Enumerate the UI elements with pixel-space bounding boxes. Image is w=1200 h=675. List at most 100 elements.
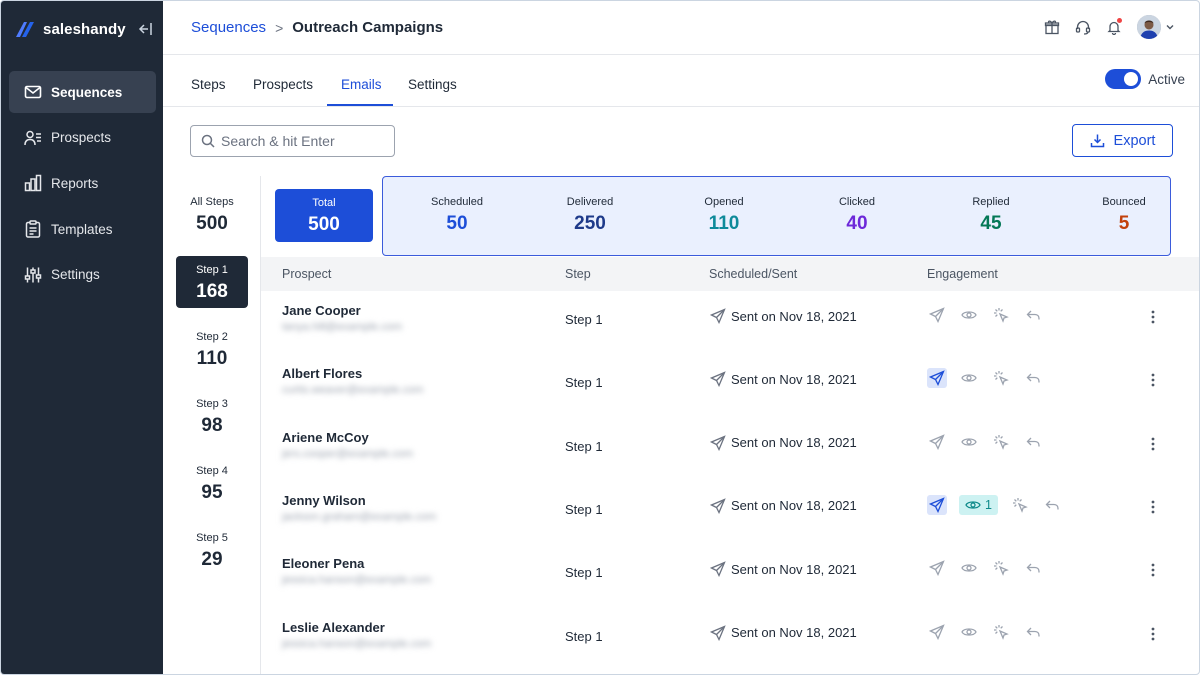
prospect-name[interactable]: Leslie Alexander bbox=[282, 619, 385, 635]
reply-icon[interactable] bbox=[1042, 495, 1062, 515]
collapse-sidebar-icon[interactable] bbox=[135, 21, 153, 37]
tab-settings[interactable]: Settings bbox=[408, 77, 457, 92]
prospect-name[interactable]: Albert Flores bbox=[282, 366, 363, 382]
click-icon[interactable] bbox=[1010, 495, 1030, 515]
delivered-icon[interactable] bbox=[927, 558, 947, 578]
delivered-icon[interactable] bbox=[927, 305, 947, 325]
tab-steps[interactable]: Steps bbox=[191, 77, 226, 92]
stat-bounced[interactable]: Bounced 5 bbox=[1079, 196, 1169, 235]
active-toggle[interactable] bbox=[1105, 69, 1142, 89]
delivered-icon[interactable] bbox=[927, 494, 947, 515]
delivered-icon[interactable] bbox=[927, 622, 947, 642]
click-icon[interactable] bbox=[991, 432, 1011, 452]
tab-emails[interactable]: Emails bbox=[341, 77, 382, 92]
sidebar: saleshandy Sequences Prospects bbox=[1, 1, 163, 674]
opened-count-badge[interactable]: 1 bbox=[959, 494, 998, 515]
sidebar-item-settings[interactable]: Settings bbox=[9, 254, 156, 296]
delivered-icon[interactable] bbox=[927, 368, 947, 389]
step-count: 500 bbox=[196, 213, 228, 234]
row-menu-icon[interactable] bbox=[1145, 371, 1161, 389]
prospect-name[interactable]: Jane Cooper bbox=[282, 303, 361, 318]
stat-scheduled[interactable]: Scheduled 50 bbox=[412, 196, 502, 235]
row-menu-icon[interactable] bbox=[1145, 308, 1161, 326]
reply-icon[interactable] bbox=[1023, 432, 1043, 452]
prospect-email: jessica.hanson@example.com bbox=[282, 574, 432, 587]
click-icon[interactable] bbox=[991, 305, 1011, 325]
stat-clicked[interactable]: Clicked 40 bbox=[812, 196, 902, 235]
step-filter-2[interactable]: Step 2 110 bbox=[176, 323, 248, 375]
sidebar-item-sequences[interactable]: Sequences bbox=[9, 71, 156, 113]
step-filter-5[interactable]: Step 5 29 bbox=[176, 524, 248, 576]
sidebar-item-label: Templates bbox=[51, 221, 113, 237]
table-row[interactable]: Jenny Wilson jackson.graham@example.com … bbox=[261, 478, 1199, 541]
reply-icon[interactable] bbox=[1023, 622, 1043, 642]
table-row[interactable]: Leslie Alexander jessica.hanson@example.… bbox=[261, 605, 1199, 668]
download-icon bbox=[1090, 134, 1104, 148]
row-menu-icon[interactable] bbox=[1145, 561, 1161, 579]
click-icon[interactable] bbox=[991, 368, 1011, 388]
eye-icon[interactable] bbox=[959, 558, 979, 578]
stat-opened[interactable]: Opened 110 bbox=[679, 196, 769, 235]
step-count: 168 bbox=[196, 281, 228, 302]
total-stat-card[interactable]: Total 500 bbox=[275, 189, 373, 242]
stat-value: 110 bbox=[708, 213, 740, 234]
users-icon bbox=[23, 128, 43, 148]
eye-icon[interactable] bbox=[959, 368, 979, 388]
page-title: Outreach Campaigns bbox=[292, 19, 444, 36]
reply-icon[interactable] bbox=[1023, 368, 1043, 388]
breadcrumb-sequences-link[interactable]: Sequences bbox=[191, 19, 267, 36]
stat-replied[interactable]: Replied 45 bbox=[946, 196, 1036, 235]
sidebar-item-reports[interactable]: Reports bbox=[9, 162, 156, 204]
step-filter-all[interactable]: All Steps 500 bbox=[176, 188, 248, 240]
stat-value: 250 bbox=[574, 213, 606, 234]
stat-delivered[interactable]: Delivered 250 bbox=[545, 196, 635, 235]
table-row[interactable]: Albert Flores curtis.weaver@example.com … bbox=[261, 351, 1199, 414]
reply-icon[interactable] bbox=[1023, 558, 1043, 578]
eye-icon[interactable] bbox=[959, 432, 979, 452]
tab-prospects[interactable]: Prospects bbox=[253, 77, 314, 92]
eye-icon[interactable] bbox=[959, 622, 979, 642]
delivered-icon[interactable] bbox=[927, 432, 947, 452]
engagement-icons bbox=[927, 305, 1055, 325]
row-menu-icon[interactable] bbox=[1145, 498, 1161, 516]
headset-icon[interactable] bbox=[1074, 18, 1092, 36]
reply-icon[interactable] bbox=[1023, 305, 1043, 325]
stats-panel: Scheduled 50 Delivered 250 Opened 110 Cl… bbox=[382, 176, 1171, 256]
step-filter-1[interactable]: Step 1 168 bbox=[176, 256, 248, 308]
prospect-email: jessica.hanson@example.com bbox=[282, 637, 432, 650]
step-filter-4[interactable]: Step 4 95 bbox=[176, 457, 248, 509]
search-input[interactable] bbox=[221, 133, 391, 149]
table-row[interactable]: Jane Cooper tanya.hill@example.com Step … bbox=[261, 288, 1199, 351]
engagement-icons bbox=[927, 558, 1055, 578]
prospect-name[interactable]: Jenny Wilson bbox=[282, 492, 366, 508]
step-filter-3[interactable]: Step 3 98 bbox=[176, 390, 248, 442]
sent-status: Sent on Nov 18, 2021 bbox=[710, 498, 857, 514]
gift-icon[interactable] bbox=[1043, 18, 1061, 36]
paper-plane-icon bbox=[710, 561, 726, 578]
avatar[interactable] bbox=[1137, 15, 1161, 39]
step-label: Step 5 bbox=[196, 532, 228, 544]
brand[interactable]: saleshandy bbox=[15, 19, 126, 39]
eye-icon[interactable] bbox=[959, 305, 979, 325]
table-row[interactable]: Ariene McCoy jers.cooper@example.com Ste… bbox=[261, 415, 1199, 478]
click-icon[interactable] bbox=[991, 558, 1011, 578]
sidebar-item-label: Reports bbox=[51, 175, 99, 191]
row-menu-icon[interactable] bbox=[1145, 625, 1161, 643]
status-toggle-group: Active bbox=[1105, 69, 1185, 89]
sent-date: Sent on Nov 18, 2021 bbox=[731, 435, 857, 451]
sidebar-item-templates[interactable]: Templates bbox=[9, 208, 156, 250]
row-step: Step 1 bbox=[565, 501, 603, 517]
click-icon[interactable] bbox=[991, 622, 1011, 642]
step-label: All Steps bbox=[190, 196, 234, 208]
table-row[interactable]: Eleoner Pena jessica.hanson@example.com … bbox=[261, 541, 1199, 604]
prospect-name[interactable]: Ariene McCoy bbox=[282, 429, 369, 445]
export-button[interactable]: Export bbox=[1072, 124, 1173, 157]
notification-bell-icon[interactable] bbox=[1105, 18, 1123, 36]
sent-status: Sent on Nov 18, 2021 bbox=[710, 371, 857, 388]
chevron-down-icon[interactable] bbox=[1165, 22, 1175, 32]
row-menu-icon[interactable] bbox=[1145, 435, 1161, 453]
sent-date: Sent on Nov 18, 2021 bbox=[731, 308, 857, 324]
prospect-name[interactable]: Eleoner Pena bbox=[282, 556, 365, 572]
sidebar-item-prospects[interactable]: Prospects bbox=[9, 117, 156, 159]
sidebar-item-label: Sequences bbox=[51, 84, 123, 100]
